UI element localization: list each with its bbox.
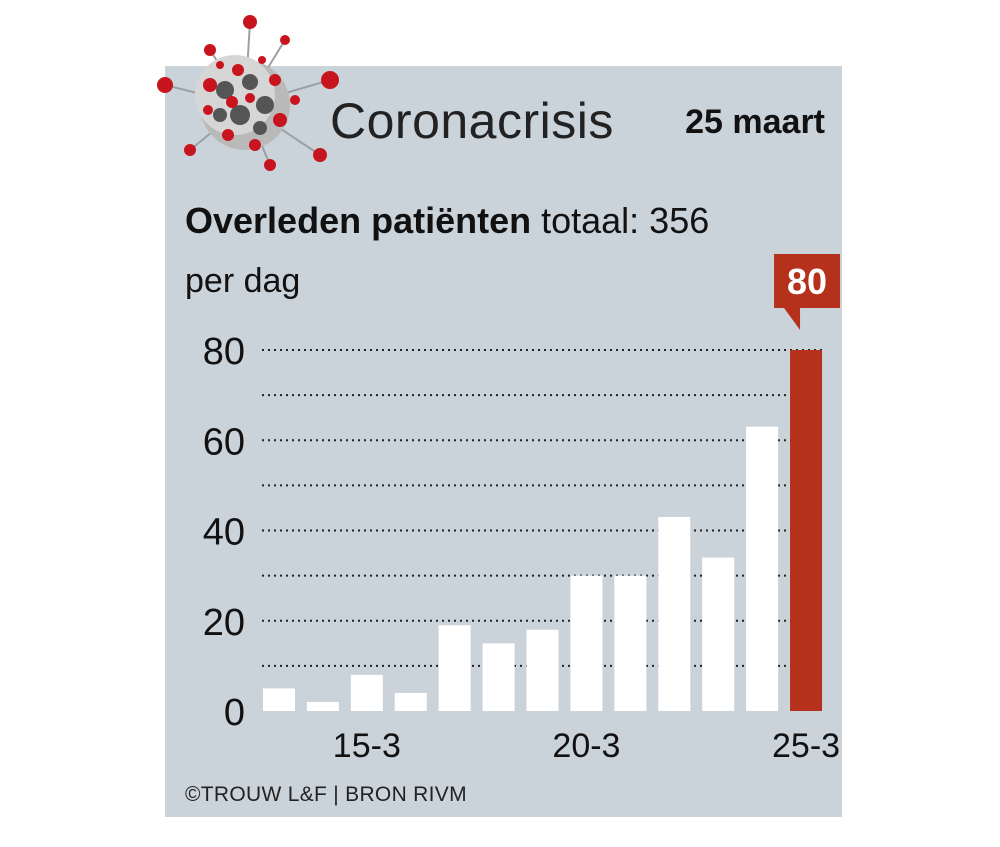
y-tick-label: 60 [203,421,245,463]
bar [746,426,779,711]
bar [526,629,559,711]
bar-highlight [790,350,823,711]
bar [570,575,603,711]
bar [394,692,427,711]
bar [306,701,339,711]
header-date: 25 maart [685,103,825,141]
y-axis-label: per dag [185,262,301,300]
value-callout-label: 80 [787,261,827,302]
bar [263,688,295,711]
header-title: Coronacrisis [330,93,614,149]
y-tick-label: 0 [224,692,245,734]
source-credit: ©TROUW L&F | BRON RIVM [185,783,467,806]
bar [350,674,383,711]
chart-title: Overleden patiënten totaal: 356 [185,200,709,242]
chart-title-main: Overleden patiënten [185,200,532,241]
bar [438,625,471,711]
y-tick-label: 20 [203,602,245,644]
bar [482,643,515,711]
chart-title-sub: totaal: 356 [541,200,710,241]
bar [658,516,691,711]
bar [702,557,735,711]
y-tick-label: 40 [203,512,245,554]
x-tick-label: 15-3 [333,727,401,765]
value-callout-pointer [784,308,801,330]
x-tick-label: 20-3 [552,727,620,765]
bar [614,575,647,711]
x-tick-label: 25-3 [772,727,840,765]
value-callout [774,254,841,308]
virus-icon [157,15,339,171]
y-tick-label: 80 [203,331,245,373]
